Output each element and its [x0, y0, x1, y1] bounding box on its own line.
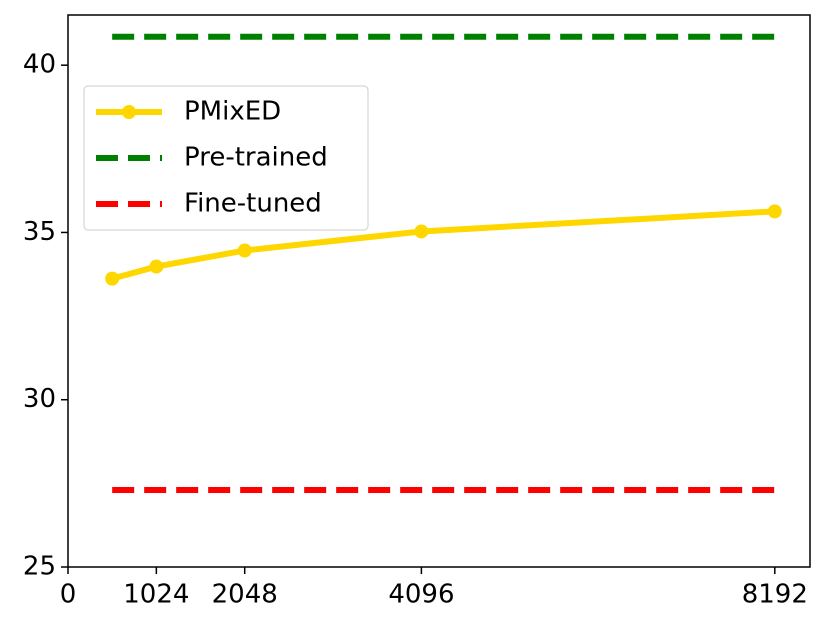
plot-frame: [67, 14, 811, 568]
legend-box: [83, 85, 369, 231]
x-tick-label: 8192: [742, 580, 808, 610]
point: [105, 271, 120, 286]
point: [237, 243, 252, 258]
legend-label: Pre-trained: [184, 143, 328, 173]
x-tick-label: 2048: [212, 580, 278, 610]
legend-marker: [122, 105, 136, 119]
y-tick-label: 35: [23, 217, 56, 247]
legend-label: Fine-tuned: [184, 189, 322, 219]
x-tick-label: 0: [60, 580, 77, 610]
x-tick-label: 4096: [388, 580, 454, 610]
point: [149, 259, 164, 274]
x-tick-label: 1024: [123, 580, 189, 610]
y-tick-label: 40: [23, 50, 56, 80]
legend-label: PMixED: [184, 97, 281, 127]
point: [414, 224, 429, 239]
y-tick-label: 25: [23, 552, 56, 582]
y-tick-label: 30: [23, 384, 56, 414]
point: [767, 204, 782, 219]
